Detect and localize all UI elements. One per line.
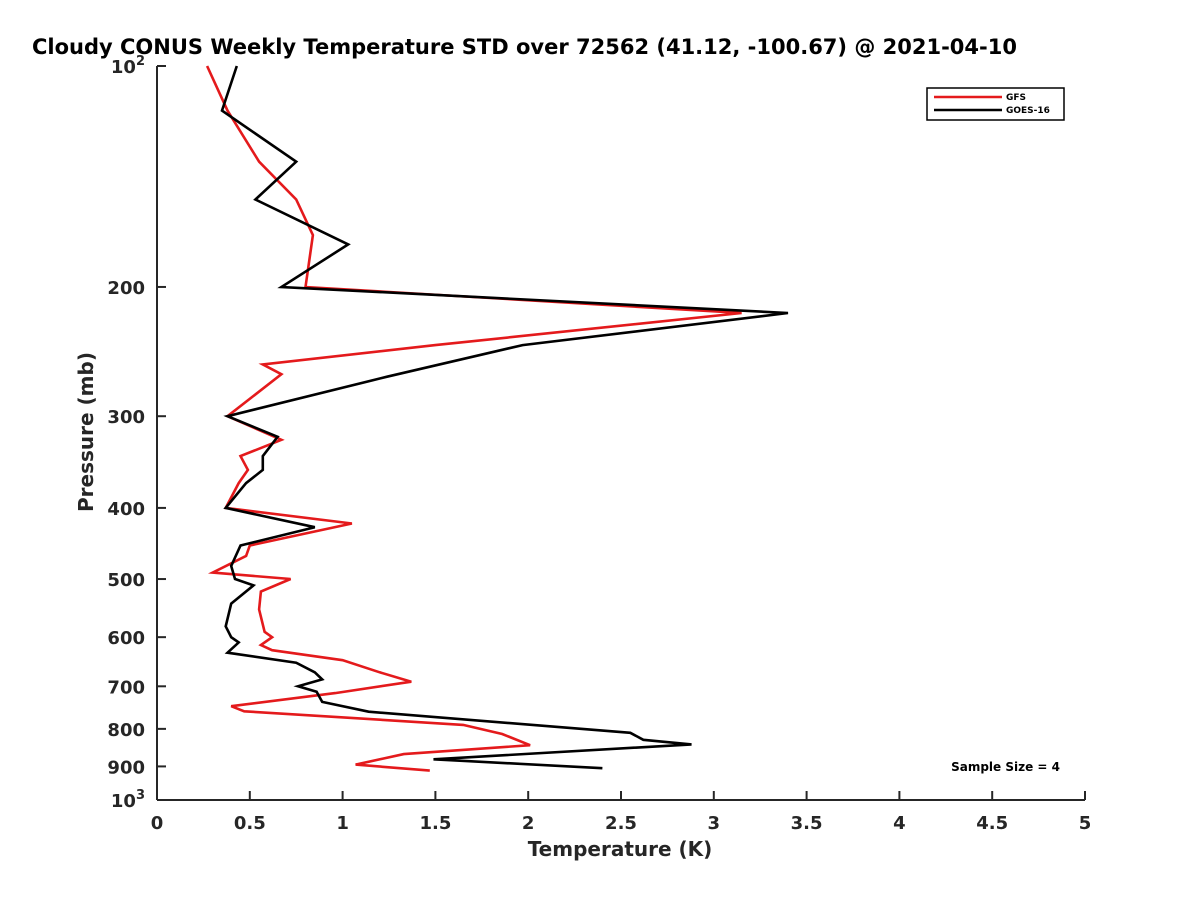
- y-axis: 102 200 300 400 500 600 700 800 900 103: [107, 54, 166, 812]
- x-axis: 0 0.5 1 1.5 2 2.5 3 3.5 4 4.5 5: [151, 791, 1092, 834]
- x-tick-label: 4: [893, 813, 906, 834]
- y-tick-label: 700: [107, 677, 145, 698]
- y-axis-label: Pressure (mb): [74, 352, 98, 512]
- y-tick-label: 200: [107, 278, 145, 299]
- x-tick-label: 1: [336, 813, 349, 834]
- y-tick-label: 400: [107, 499, 145, 520]
- legend-box: [926, 87, 1065, 121]
- x-tick-label: 3.5: [791, 813, 823, 834]
- x-tick-label: 5: [1079, 813, 1092, 834]
- chart-title: Cloudy CONUS Weekly Temperature STD over…: [32, 35, 1017, 59]
- series-line-goes-16: [220, 65, 789, 770]
- x-tick-label: 4.5: [976, 813, 1008, 834]
- y-tick-label: 102: [111, 54, 145, 78]
- x-axis-label: Temperature (K): [528, 837, 713, 861]
- plot-area: [205, 65, 789, 772]
- y-tick-label: 600: [107, 628, 145, 649]
- x-tick-label: 2: [522, 813, 535, 834]
- x-tick-label: 0: [151, 813, 164, 834]
- y-tick-label: 103: [111, 788, 145, 812]
- x-tick-label: 2.5: [605, 813, 637, 834]
- y-tick-label: 800: [107, 720, 145, 741]
- legend: GFS GOES-16: [926, 87, 1065, 121]
- y-tick-label: 300: [107, 407, 145, 428]
- x-tick-label: 0.5: [234, 813, 266, 834]
- series-line-gfs: [205, 65, 742, 772]
- legend-entry: GOES-16: [1006, 106, 1050, 116]
- legend-entry: GFS: [1006, 93, 1026, 103]
- x-tick-label: 1.5: [419, 813, 451, 834]
- y-tick-label: 500: [107, 570, 145, 591]
- y-tick-label: 900: [107, 757, 145, 778]
- sample-size-annotation: Sample Size = 4: [951, 760, 1060, 774]
- x-tick-label: 3: [708, 813, 721, 834]
